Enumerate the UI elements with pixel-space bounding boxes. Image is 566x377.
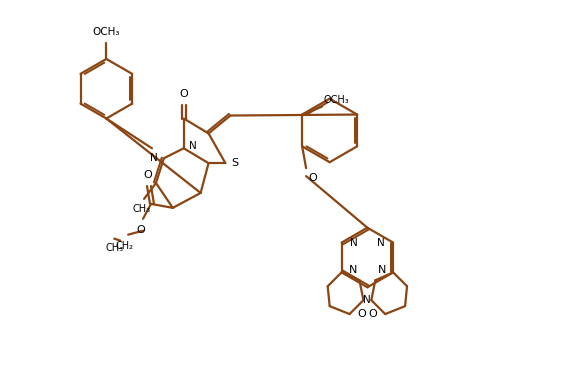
Text: N: N [188, 141, 196, 151]
Text: N: N [350, 238, 357, 248]
Text: O: O [144, 170, 152, 180]
Text: O: O [358, 309, 366, 319]
Text: OCH₃: OCH₃ [93, 27, 120, 37]
Text: N: N [349, 265, 357, 275]
Text: O: O [136, 225, 145, 235]
Text: OCH₃: OCH₃ [324, 95, 350, 105]
Text: CH₃: CH₃ [133, 204, 151, 214]
Text: CH₂: CH₂ [115, 241, 133, 251]
Text: O: O [368, 309, 378, 319]
Text: O: O [179, 89, 188, 99]
Text: N: N [150, 153, 158, 163]
Text: N: N [363, 295, 371, 305]
Text: O: O [308, 173, 317, 183]
Text: CH₃: CH₃ [105, 242, 123, 253]
Text: N: N [378, 265, 386, 275]
Text: S: S [231, 158, 238, 168]
Text: N: N [378, 238, 385, 248]
